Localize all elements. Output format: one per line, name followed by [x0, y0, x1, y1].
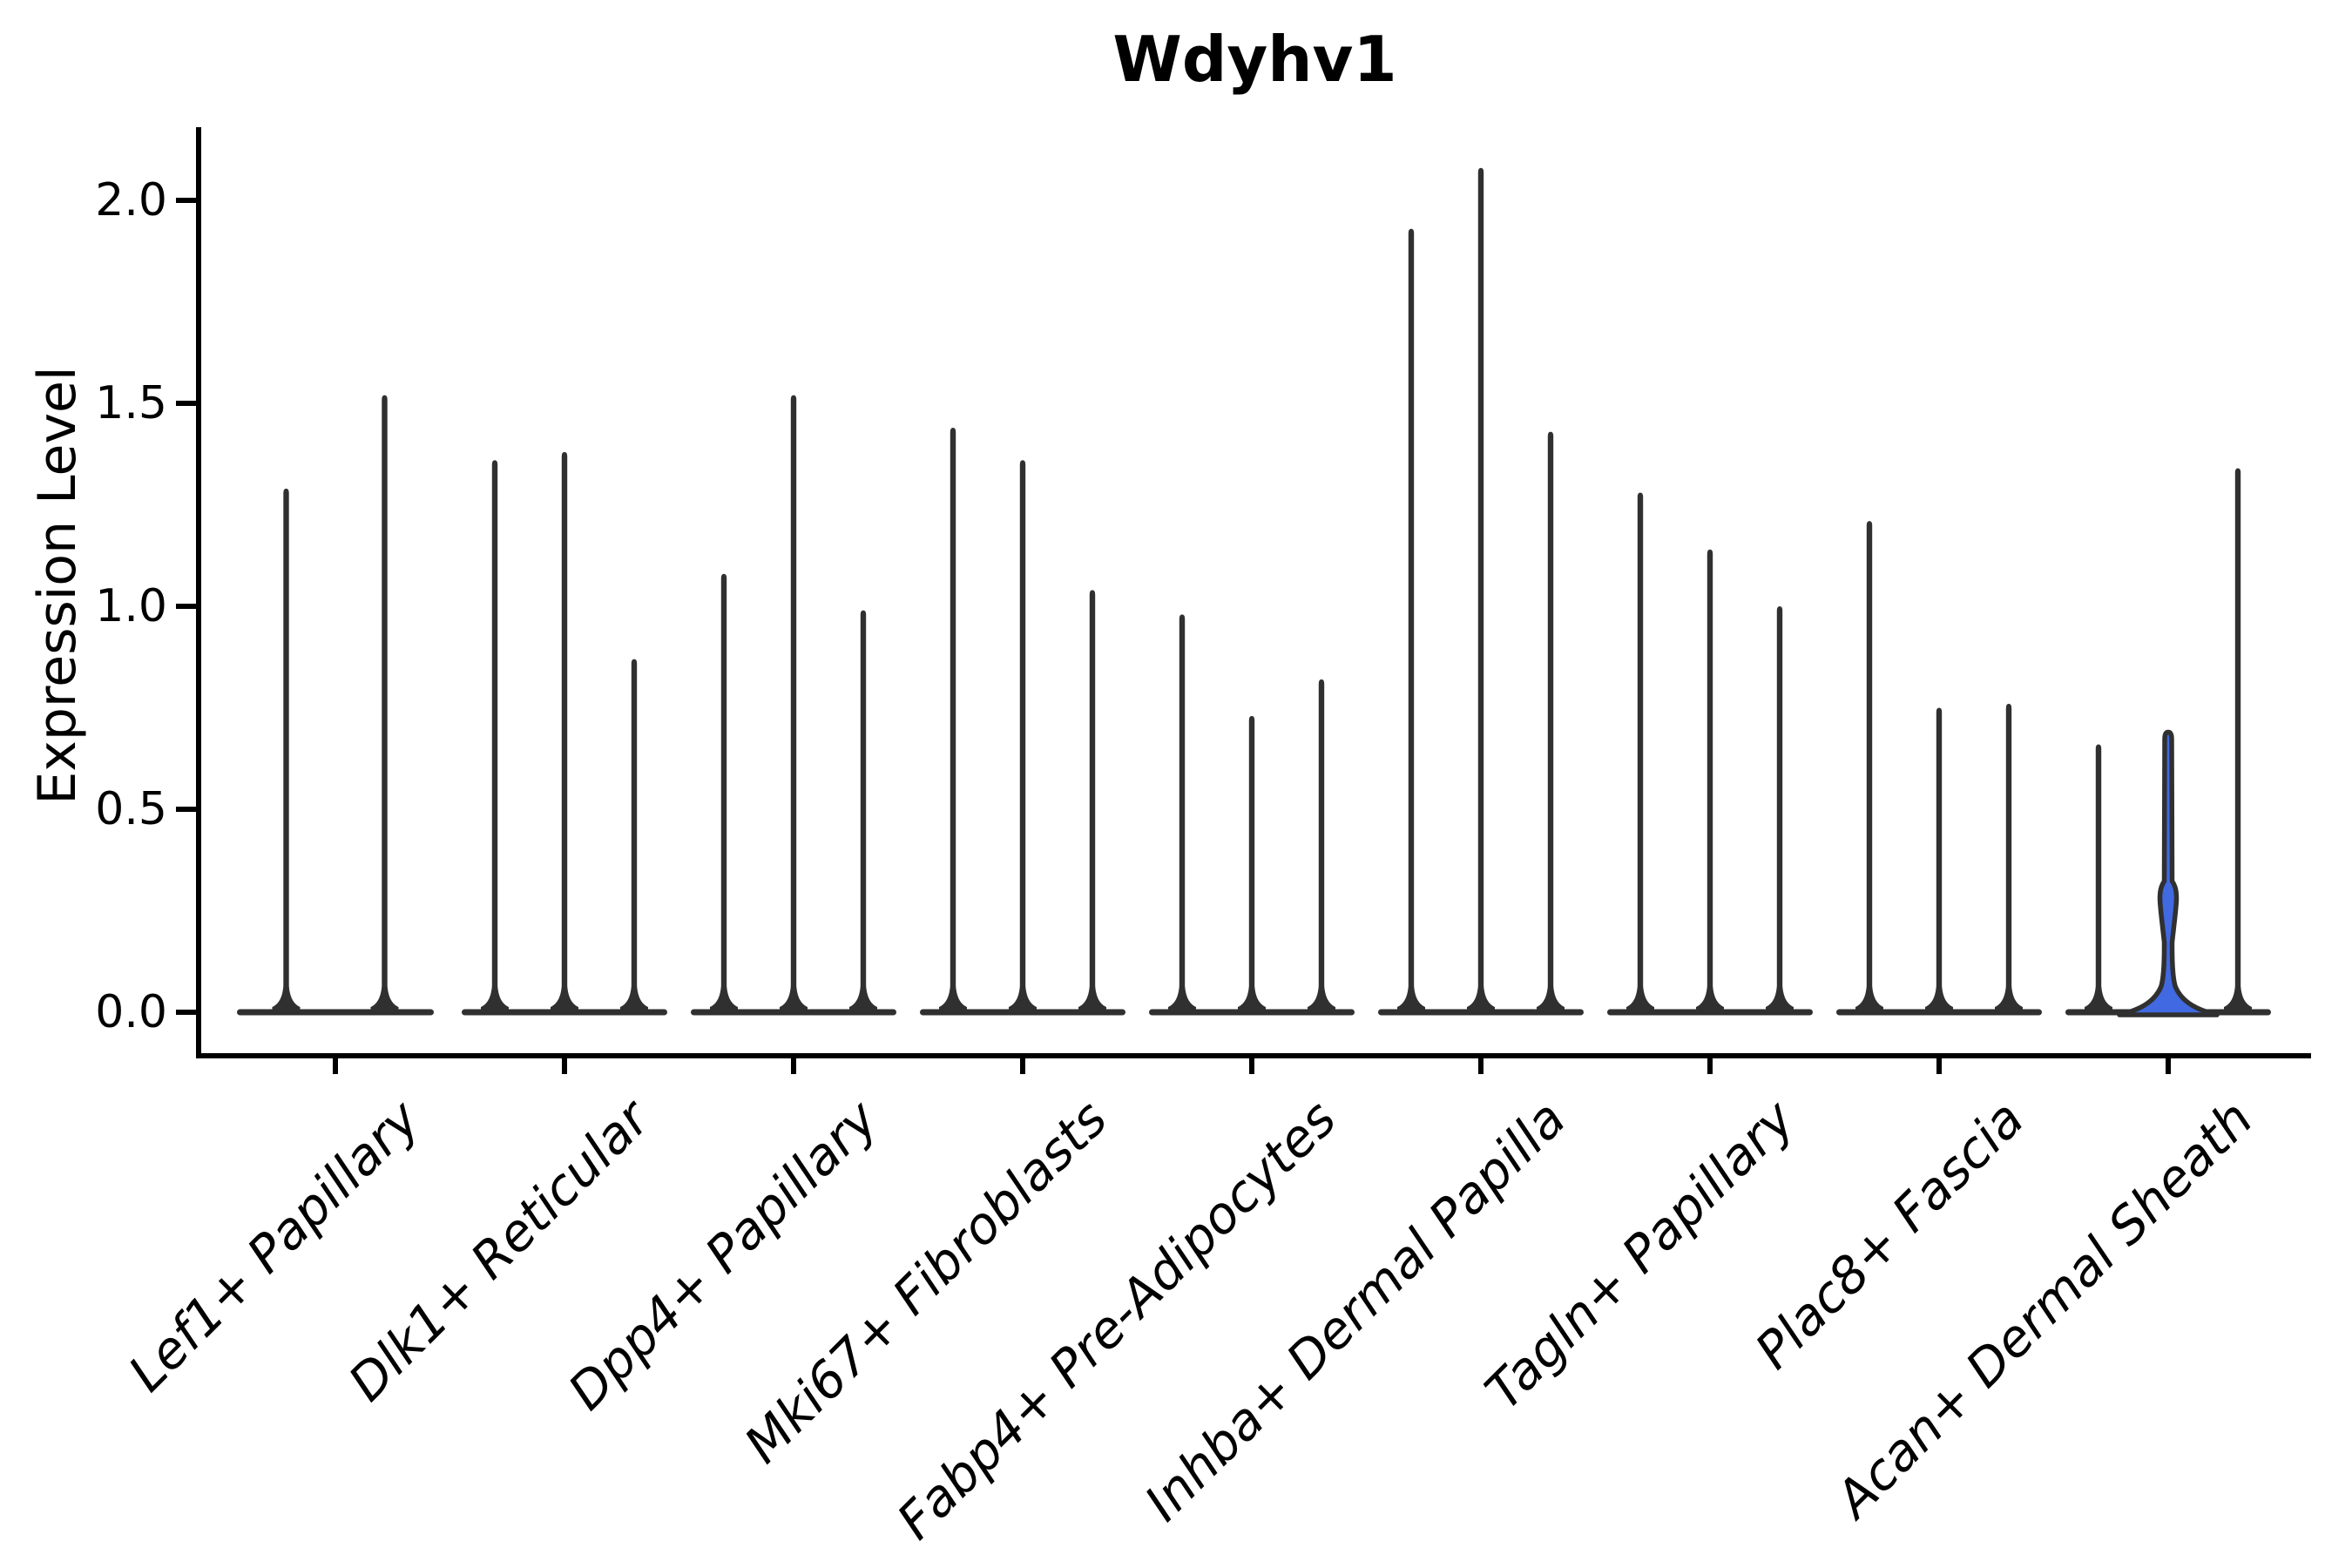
- y-axis-label: Expression Level: [27, 366, 88, 805]
- x-tick-mark: [562, 1058, 567, 1074]
- violin-baseline: [237, 1009, 434, 1016]
- violin: [1078, 590, 1106, 1012]
- y-tick-mark: [176, 604, 196, 609]
- violin: [272, 488, 301, 1012]
- y-tick-label: 0.0: [95, 986, 167, 1038]
- x-tick-mark: [333, 1058, 338, 1074]
- violin: [780, 395, 808, 1012]
- violin: [370, 395, 399, 1012]
- x-tick-mark: [1478, 1058, 1484, 1074]
- violin: [1467, 167, 1495, 1013]
- y-tick-label: 2.0: [95, 174, 167, 226]
- violin: [1397, 228, 1425, 1012]
- x-tick-mark: [1936, 1058, 1942, 1074]
- violin: [1308, 679, 1335, 1012]
- x-tick-mark: [1707, 1058, 1713, 1074]
- y-tick-label: 1.5: [95, 377, 167, 429]
- violin: [1009, 460, 1037, 1012]
- y-tick-mark: [176, 807, 196, 812]
- violin: [2224, 468, 2252, 1012]
- chart-title: Wdyhv1: [1112, 23, 1397, 96]
- y-tick-mark: [176, 1010, 196, 1015]
- y-tick-mark: [176, 198, 196, 203]
- violin: [849, 610, 877, 1012]
- violin: [1626, 492, 1654, 1012]
- y-tick-label: 0.5: [95, 783, 167, 835]
- violin: [1696, 549, 1724, 1012]
- violin: [710, 573, 738, 1012]
- violin-highlighted: [2117, 729, 2220, 1017]
- y-axis-spine: [196, 127, 201, 1058]
- violin: [1995, 703, 2023, 1012]
- x-tick-mark: [791, 1058, 796, 1074]
- violin: [1925, 707, 1953, 1012]
- violin: [620, 659, 648, 1012]
- violin: [2085, 744, 2112, 1012]
- y-tick-label: 1.0: [95, 580, 167, 632]
- violin: [939, 427, 967, 1013]
- x-tick-mark: [1020, 1058, 1025, 1074]
- x-tick-mark: [2166, 1058, 2171, 1074]
- violin: [1537, 431, 1565, 1012]
- violin: [481, 460, 509, 1012]
- violin: [1766, 606, 1794, 1012]
- x-tick-mark: [1249, 1058, 1254, 1074]
- violin: [1855, 521, 1883, 1012]
- violin: [1238, 715, 1266, 1012]
- violin: [551, 451, 578, 1012]
- x-axis-spine: [196, 1053, 2311, 1058]
- y-tick-mark: [176, 401, 196, 406]
- violin: [1168, 614, 1196, 1012]
